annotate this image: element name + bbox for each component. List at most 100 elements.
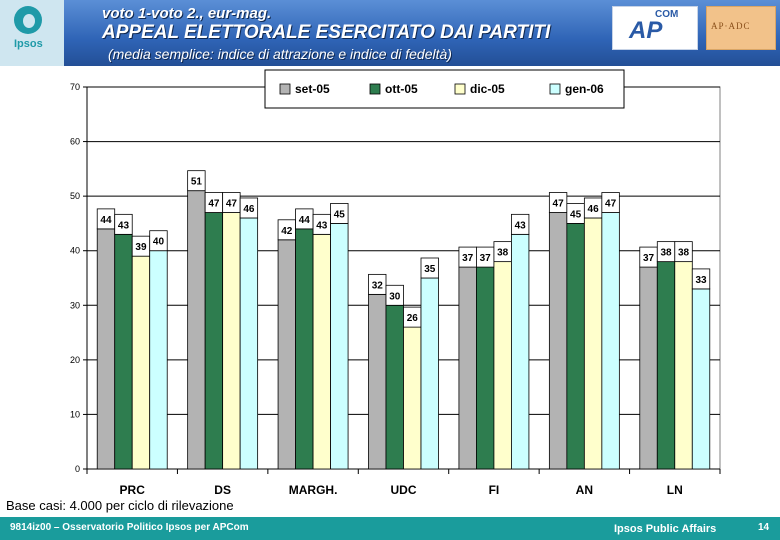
bar-dic-05-DS bbox=[222, 212, 241, 470]
apcom-logo-small: COM bbox=[655, 9, 679, 20]
data-label: 37 bbox=[462, 253, 474, 264]
y-tick-label: 60 bbox=[70, 137, 80, 147]
legend-swatch bbox=[549, 83, 561, 95]
bar-gen-06-UDC bbox=[420, 277, 439, 470]
partner-logo-text: AP·ADC bbox=[711, 21, 751, 31]
bar-dic-05-LN bbox=[674, 261, 693, 470]
category-label: UDC bbox=[391, 483, 417, 497]
bar-gen-06-AN bbox=[601, 212, 620, 470]
y-tick-label: 50 bbox=[70, 191, 80, 201]
category-label: LN bbox=[667, 483, 683, 497]
data-label: 47 bbox=[226, 199, 238, 210]
bar-ott-05-DS bbox=[204, 212, 224, 470]
bar-set-05-AN bbox=[548, 212, 568, 470]
data-label: 47 bbox=[208, 199, 220, 210]
apcom-logo-big: AP bbox=[629, 17, 663, 44]
data-label-box bbox=[149, 230, 168, 252]
data-label-box bbox=[187, 170, 206, 192]
data-label: 45 bbox=[570, 209, 582, 220]
data-label: 40 bbox=[153, 237, 165, 248]
data-label: 30 bbox=[389, 291, 401, 302]
bar-ott-05-AN bbox=[566, 223, 585, 470]
data-label: 39 bbox=[135, 242, 147, 253]
data-label: 35 bbox=[424, 264, 436, 275]
page-subtitle: (media semplice: indice di attrazione e … bbox=[108, 46, 452, 62]
data-label: 38 bbox=[678, 248, 690, 259]
data-label: 43 bbox=[515, 220, 527, 231]
header-bar: Ipsos voto 1-voto 2., eur-mag. APPEAL EL… bbox=[0, 0, 780, 66]
data-label: 38 bbox=[660, 248, 672, 259]
apcom-logo: COM AP bbox=[612, 6, 698, 50]
kicker: voto 1-voto 2., eur-mag. bbox=[102, 5, 272, 22]
partner-logo: AP·ADC bbox=[706, 6, 776, 50]
bar-ott-05-FI bbox=[476, 266, 495, 470]
data-label: 46 bbox=[588, 204, 600, 215]
category-label: FI bbox=[489, 483, 500, 497]
data-label: 33 bbox=[695, 275, 707, 286]
data-label: 26 bbox=[407, 313, 419, 324]
y-tick-label: 10 bbox=[70, 409, 80, 419]
data-label-box bbox=[691, 268, 711, 290]
bar-set-05-FI bbox=[458, 266, 477, 470]
data-label: 45 bbox=[334, 209, 346, 220]
bar-ott-05-PRC bbox=[114, 233, 133, 470]
data-label: 44 bbox=[100, 215, 112, 226]
data-label: 37 bbox=[480, 253, 492, 264]
y-tick-label: 40 bbox=[70, 246, 80, 256]
base-note: Base casi: 4.000 per ciclo di rilevazion… bbox=[6, 498, 234, 513]
bar-dic-05-PRC bbox=[131, 255, 151, 470]
data-label: 38 bbox=[497, 248, 509, 259]
footer-bar: 9814iz00 – Osservatorio Politico Ipsos p… bbox=[0, 517, 780, 540]
category-label: PRC bbox=[120, 483, 146, 497]
data-label-box bbox=[330, 203, 349, 224]
bar-dic-05-FI bbox=[493, 261, 512, 470]
data-label: 47 bbox=[553, 199, 565, 210]
page-number: 14 bbox=[758, 522, 770, 533]
data-label-box bbox=[368, 273, 387, 295]
data-label-box bbox=[385, 284, 404, 306]
bar-set-05-DS bbox=[187, 190, 206, 470]
data-label-box bbox=[114, 213, 133, 235]
bar-gen-06-MARGH. bbox=[330, 223, 349, 470]
footer-brand: Ipsos Public Affairs bbox=[614, 523, 717, 535]
category-label: MARGH. bbox=[289, 483, 338, 497]
bar-dic-05-AN bbox=[583, 217, 603, 470]
bar-ott-05-LN bbox=[656, 261, 676, 470]
data-label-box bbox=[548, 192, 568, 213]
y-tick-label: 70 bbox=[70, 82, 80, 92]
bar-ott-05-MARGH. bbox=[295, 228, 314, 470]
data-label-box bbox=[601, 192, 620, 213]
bar-gen-06-DS bbox=[239, 217, 259, 470]
legend-label: ott-05 bbox=[385, 82, 418, 96]
y-tick-label: 30 bbox=[70, 300, 80, 310]
bar-chart: 0 10 20 30 40 50 60 70 44 43 39 40 PRC 51 47 47 46 DS 42 44… bbox=[70, 69, 721, 497]
data-label-box bbox=[674, 241, 693, 263]
bar-gen-06-PRC bbox=[149, 250, 168, 470]
legend-label: dic-05 bbox=[470, 82, 505, 96]
logo-text: Ipsos bbox=[14, 38, 43, 50]
data-label: 43 bbox=[118, 220, 130, 231]
data-label: 51 bbox=[191, 177, 203, 188]
category-label: DS bbox=[214, 483, 231, 497]
bar-gen-06-LN bbox=[691, 288, 711, 470]
legend-swatch bbox=[369, 83, 381, 95]
data-label-box bbox=[239, 197, 259, 219]
bar-dic-05-UDC bbox=[403, 326, 422, 470]
data-label: 42 bbox=[281, 226, 293, 237]
legend-swatch bbox=[454, 83, 466, 95]
bar-set-05-UDC bbox=[368, 293, 387, 470]
category-label: AN bbox=[576, 483, 593, 497]
data-label: 44 bbox=[299, 215, 311, 226]
data-label: 43 bbox=[316, 220, 328, 231]
legend-label: set-05 bbox=[295, 82, 330, 96]
ipsos-logo-icon bbox=[14, 6, 42, 34]
bar-ott-05-UDC bbox=[385, 304, 404, 470]
y-tick-label: 0 bbox=[75, 464, 80, 474]
data-label-box bbox=[511, 213, 530, 235]
bar-set-05-PRC bbox=[96, 228, 116, 470]
bar-gen-06-FI bbox=[511, 233, 530, 470]
y-tick-label: 20 bbox=[70, 355, 80, 365]
data-label: 32 bbox=[372, 280, 384, 291]
ipsos-logo: Ipsos bbox=[0, 0, 64, 66]
data-label-box bbox=[420, 257, 439, 279]
